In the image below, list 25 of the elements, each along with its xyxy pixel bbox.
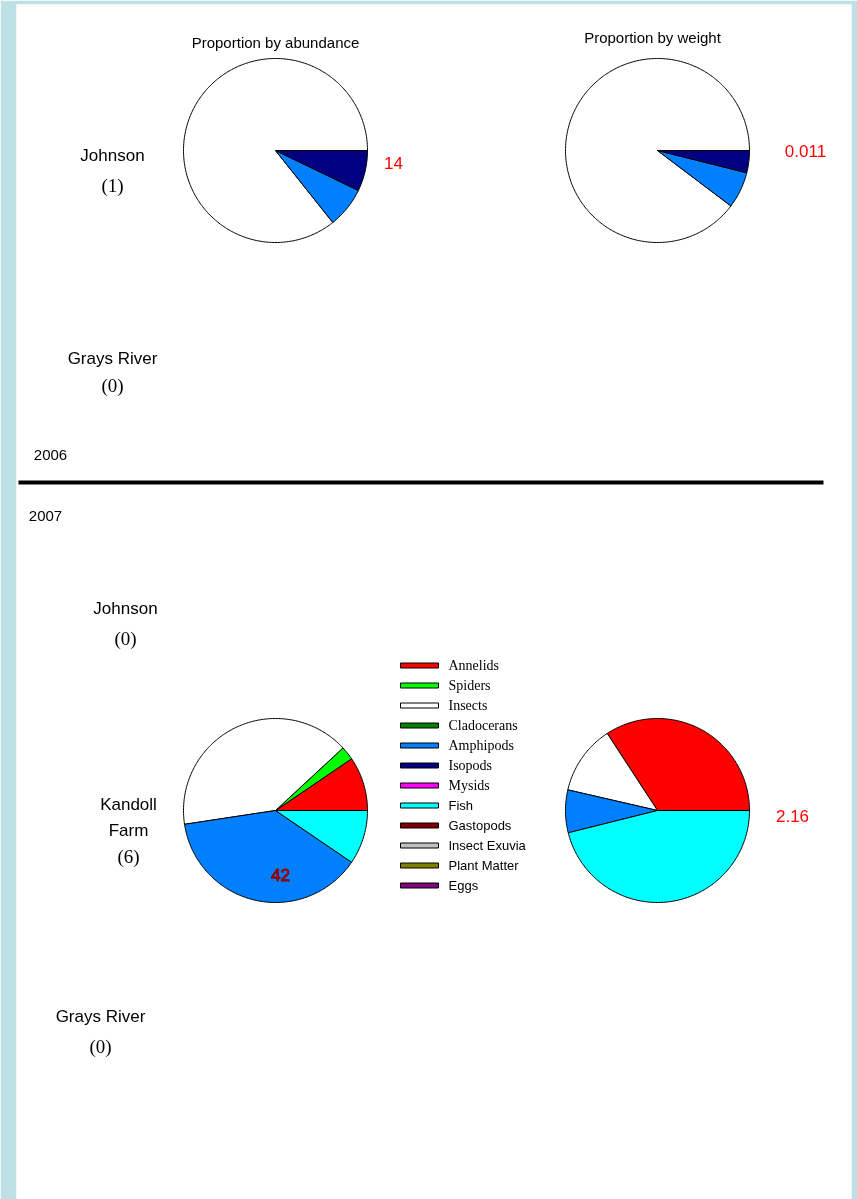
text: 0.011 — [784, 141, 827, 161]
legend-label: Eggs — [448, 878, 479, 893]
text: Johnson (1) — [80, 146, 145, 197]
legend-label: Insect Exuvia — [448, 838, 527, 853]
legend-label: Gastopods — [448, 818, 512, 833]
text: Johnson (0) — [93, 599, 158, 650]
text: Kandoll Farm (6) — [100, 795, 157, 868]
legend-label: Cladocerans — [448, 718, 518, 733]
text: Grays River (0) — [55, 1007, 146, 1058]
text: Grays River (0) — [67, 349, 158, 397]
legend-label: Amphipods — [448, 738, 514, 753]
legend-label: Isopods — [448, 758, 493, 773]
legend-label: Fish — [448, 798, 474, 813]
text: 2006 — [33, 445, 68, 463]
legend-label: Spiders — [448, 678, 491, 693]
legend-label: Insects — [448, 698, 488, 713]
legend-label: Mysids — [448, 778, 490, 793]
text: 2007 — [28, 506, 63, 524]
text: 42 — [271, 865, 290, 885]
text: 14 — [384, 153, 403, 173]
legend-label: Annelids — [448, 658, 500, 673]
chart-title: Proportion by abundance — [191, 34, 360, 51]
text: 2.16 — [775, 806, 810, 826]
chart-title: Proportion by weight — [584, 29, 722, 46]
legend-label: Plant Matter — [448, 858, 520, 873]
